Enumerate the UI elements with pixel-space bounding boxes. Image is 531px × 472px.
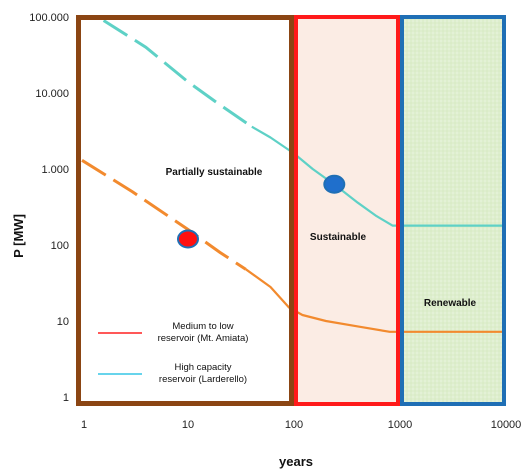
region-label-renewable: Renewable	[424, 298, 477, 309]
x-tick-label: 1000	[388, 419, 412, 431]
x-axis-title: years	[279, 454, 313, 469]
x-tick-label: 1	[81, 419, 87, 431]
region-border	[400, 15, 506, 406]
series-line-dashed	[102, 19, 253, 128]
region-label-partially-sustainable: Partially sustainable	[166, 167, 263, 178]
y-tick-label: 100	[51, 240, 69, 252]
legend-label: Medium to low	[172, 321, 233, 332]
y-tick-label: 10.000	[35, 88, 69, 100]
y-tick-label: 1	[63, 392, 69, 404]
data-point-marker	[323, 174, 346, 194]
data-point-marker	[177, 229, 199, 249]
region-fill	[296, 15, 398, 406]
region-borders	[76, 15, 506, 406]
y-tick-label: 100.000	[29, 12, 69, 24]
y-tick-label: 10	[57, 316, 69, 328]
x-tick-label: 10000	[491, 419, 522, 431]
region-label-sustainable: Sustainable	[310, 232, 367, 243]
region-border	[294, 15, 400, 406]
x-tick-label: 100	[285, 419, 303, 431]
series-line	[245, 268, 506, 333]
y-axis-title: P [MW]	[11, 214, 26, 258]
region-fill	[78, 15, 292, 406]
region-border	[76, 15, 294, 406]
legend-label: reservoir (Larderello)	[159, 374, 247, 385]
region-fill	[402, 15, 504, 406]
legend-label: reservoir (Mt. Amiata)	[158, 333, 249, 344]
legend-label: High capacity	[174, 362, 231, 373]
y-tick-label: 1.000	[41, 164, 69, 176]
x-tick-label: 10	[182, 419, 194, 431]
